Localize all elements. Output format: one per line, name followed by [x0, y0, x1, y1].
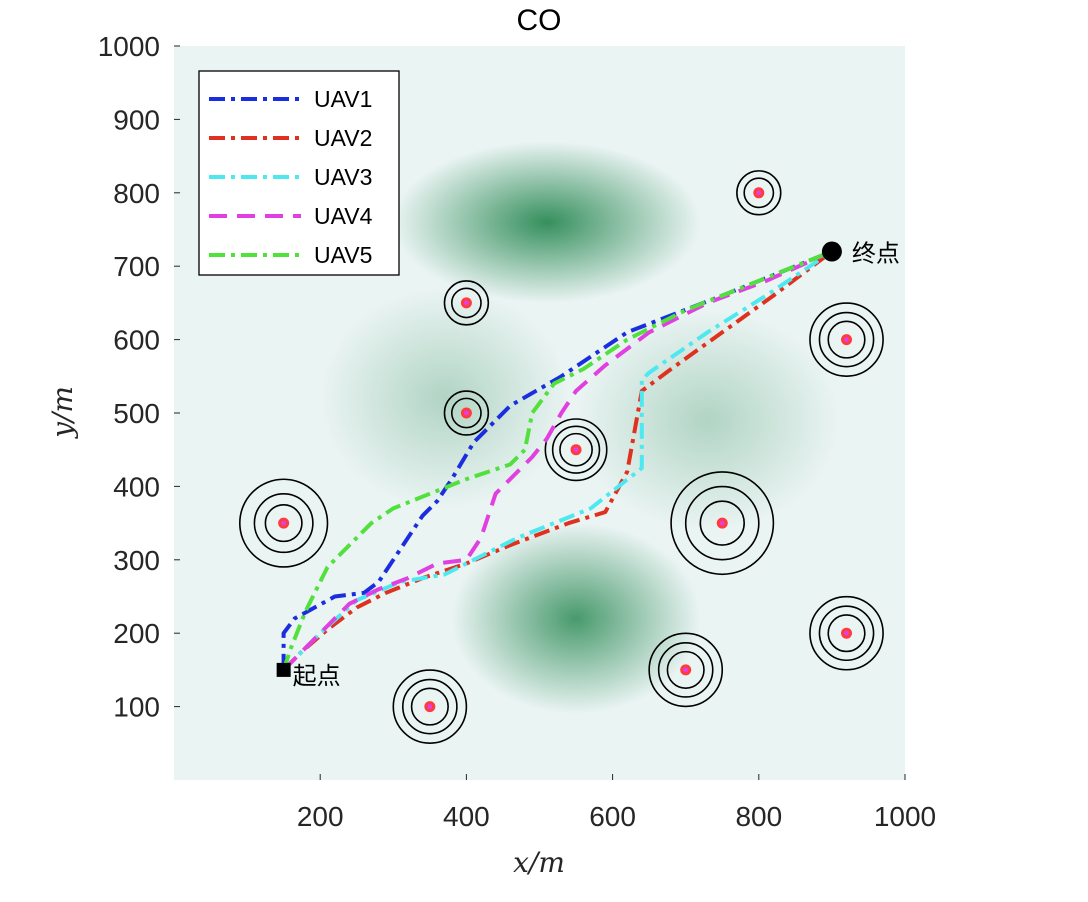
- terrain-peak: [320, 288, 569, 509]
- threat-zone: [809, 595, 884, 671]
- threat-zone: [544, 418, 608, 482]
- path-uav1: [281, 249, 833, 670]
- threat-ring: [648, 632, 724, 708]
- threat-ring: [544, 418, 608, 482]
- threat-ring: [443, 390, 490, 436]
- y-tick-label: 200: [113, 618, 160, 649]
- path-uav5: [281, 249, 833, 671]
- threat-zone: [238, 478, 329, 568]
- threat-center-dot: [844, 337, 850, 343]
- threat-ring: [657, 642, 714, 698]
- threat-zone: [736, 170, 782, 216]
- threat-ring: [551, 425, 601, 474]
- legend-label: UAV1: [314, 86, 372, 112]
- end-label: 终点: [852, 240, 900, 268]
- threat-ring: [238, 478, 329, 568]
- threat-ring: [450, 397, 482, 429]
- x-tick-label: 800: [735, 801, 782, 832]
- path-uav4: [282, 249, 833, 672]
- threat-ring: [253, 493, 314, 554]
- y-tick-label: 900: [113, 104, 160, 135]
- y-tick-label: 100: [113, 692, 160, 723]
- terrain-peak: [451, 523, 701, 714]
- threat-ring: [402, 678, 458, 735]
- threat-center-dot: [573, 447, 579, 453]
- threat-ring: [410, 687, 449, 726]
- path-uav3: [282, 249, 834, 672]
- threat-ring: [666, 650, 705, 689]
- threat-zone: [670, 471, 775, 576]
- y-axis-label: y/m: [46, 386, 79, 440]
- threat-ring: [559, 432, 593, 467]
- threat-center-dot: [844, 630, 850, 636]
- threat-center-dot: [427, 704, 433, 710]
- threat-ring: [392, 669, 468, 744]
- y-tick-label: 400: [113, 471, 160, 502]
- threat-center-dot: [281, 520, 287, 526]
- threat-zone: [648, 632, 724, 708]
- threat-center-dot: [463, 410, 469, 416]
- threat-ring: [450, 287, 482, 319]
- threat-center-dot: [683, 667, 689, 673]
- threat-center-dot: [719, 520, 725, 526]
- threat-ring: [827, 614, 866, 653]
- legend-label: UAV4: [314, 203, 373, 229]
- legend-label: UAV5: [314, 242, 372, 268]
- threat-ring: [699, 500, 745, 546]
- threat-zone: [443, 390, 490, 436]
- start-marker: [276, 662, 291, 677]
- chart-title: CO: [517, 4, 562, 37]
- path-uav2: [282, 249, 834, 672]
- terrain-peak: [393, 141, 701, 303]
- threat-ring: [684, 485, 760, 561]
- threat-center-dot: [463, 300, 469, 306]
- x-axis-label: x/m: [513, 846, 565, 879]
- threat-ring: [670, 471, 775, 576]
- terrain-peak: [576, 310, 840, 531]
- start-label: 起点: [293, 662, 341, 690]
- threat-zone: [443, 280, 490, 326]
- x-tick-label: 400: [443, 801, 490, 832]
- threat-ring: [809, 302, 884, 377]
- threat-center-dot: [756, 190, 762, 196]
- y-tick-label: 1000: [98, 31, 160, 62]
- threat-ring: [809, 595, 884, 671]
- threat-zone: [392, 669, 468, 744]
- x-tick-label: 600: [589, 801, 636, 832]
- x-tick-label: 1000: [874, 801, 936, 832]
- threat-ring: [818, 605, 875, 662]
- legend-box: [198, 70, 400, 276]
- threat-zone: [809, 302, 884, 377]
- threat-ring: [827, 320, 866, 359]
- end-marker: [821, 241, 842, 262]
- threat-ring: [443, 280, 490, 326]
- threat-ring: [264, 504, 303, 543]
- threat-ring: [736, 170, 782, 216]
- x-tick-label: 200: [297, 801, 344, 832]
- y-tick-label: 300: [113, 545, 160, 576]
- legend-label: UAV2: [314, 125, 372, 151]
- threat-ring: [818, 311, 875, 368]
- threat-ring: [743, 177, 775, 209]
- y-tick-label: 500: [113, 398, 160, 429]
- y-tick-label: 600: [113, 325, 160, 356]
- y-tick-label: 700: [113, 251, 160, 282]
- legend-label: UAV3: [314, 164, 372, 190]
- y-tick-label: 800: [113, 178, 160, 209]
